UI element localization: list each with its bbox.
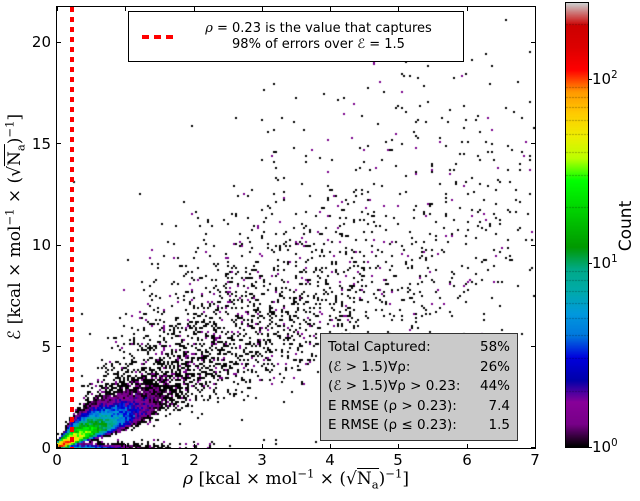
x-tick [535, 444, 536, 448]
x-tick-label: 0 [52, 451, 62, 469]
x-tick-label: 6 [462, 451, 472, 469]
plot-area: ρ = 0.23 is the value that captures 98% … [56, 6, 536, 449]
stats-row-rmse-above: E RMSE (ρ > 0.23): 7.4 [328, 397, 510, 414]
x-tick-label: 2 [189, 451, 199, 469]
x-tick-top [262, 7, 263, 11]
script-E-symbol: ℰ [357, 36, 366, 52]
radicand: Na [4, 144, 28, 166]
x-tick-label: 1 [120, 451, 130, 469]
y-tick-label: 15 [31, 134, 51, 153]
y-tick-right [531, 143, 535, 144]
y-tick [57, 447, 61, 448]
y-tick-label: 5 [41, 337, 51, 356]
x-tick [467, 444, 468, 448]
rho-symbol: ρ [205, 20, 213, 36]
colorbar-tick [588, 263, 592, 264]
y-tick-right [531, 346, 535, 347]
x-tick [125, 444, 126, 448]
colorbar-tick-label: 100 [592, 438, 618, 456]
y-tick-right [531, 42, 535, 43]
y-axis-label: ℰ [kcal × mol−1 × (√Na)−1] [2, 113, 28, 341]
y-tick-label: 20 [31, 33, 51, 51]
y-tick-right [531, 245, 535, 246]
stats-row-rmse-below: E RMSE (ρ ≤ 0.23): 1.5 [328, 417, 510, 433]
threshold-vline [70, 7, 74, 448]
x-tick-top [330, 7, 331, 11]
x-tick-top [535, 7, 536, 11]
legend-box: ρ = 0.23 is the value that captures 98% … [128, 11, 464, 62]
y-tick-label: 0 [41, 439, 51, 457]
x-tick-label: 5 [393, 451, 403, 469]
stats-row-total: Total Captured: 58% [328, 339, 510, 355]
colorbar-tick-label: 101 [592, 254, 618, 272]
y-tick [57, 346, 61, 347]
x-tick [262, 444, 263, 448]
stats-row-all-rho: (ℰ > 1.5)∀ρ: 26% [328, 358, 510, 375]
x-tick [330, 444, 331, 448]
rho-symbol: ρ [183, 469, 194, 489]
colorbar-tick [588, 79, 592, 80]
colorbar-tick-label: 102 [592, 70, 618, 88]
x-tick [398, 444, 399, 448]
y-tick-label: 10 [31, 236, 51, 254]
colorbar-gradient [566, 3, 588, 447]
x-tick-label: 7 [530, 451, 540, 469]
y-tick [57, 143, 61, 144]
y-tick [57, 42, 61, 43]
legend-dashed-line-sample [142, 34, 174, 39]
x-tick-label: 3 [257, 451, 267, 469]
legend-line2: 98% of errors over ℰ = 1.5 [232, 36, 405, 52]
x-tick [194, 444, 195, 448]
x-tick-top [194, 7, 195, 11]
radical-sign: √ [5, 165, 25, 177]
x-tick-top [57, 7, 58, 11]
radical-sign: √ [346, 469, 357, 489]
legend-line1: ρ = 0.23 is the value that captures [205, 20, 432, 36]
x-tick-top [467, 7, 468, 11]
y-tick [57, 245, 61, 246]
x-tick-top [125, 7, 126, 11]
x-tick-label: 4 [325, 451, 335, 469]
y-tick-right [531, 447, 535, 448]
stats-row-rho-gt-threshold: (ℰ > 1.5)∀ρ > 0.23: 44% [328, 378, 510, 394]
x-tick-top [398, 7, 399, 11]
colorbar-label: Count [616, 200, 636, 252]
radicand: Na [356, 468, 379, 492]
stats-box: Total Captured: 58% (ℰ > 1.5)∀ρ: 26% (ℰ > … [320, 333, 518, 441]
x-tick [57, 444, 58, 448]
colorbar-tick [588, 447, 592, 448]
legend-text: ρ = 0.23 is the value that captures 98% … [174, 21, 463, 53]
x-axis-label: ρ [kcal × mol−1 × (√Na)−1] [183, 466, 409, 492]
script-E-symbol: ℰ [5, 329, 25, 341]
colorbar [565, 2, 589, 448]
